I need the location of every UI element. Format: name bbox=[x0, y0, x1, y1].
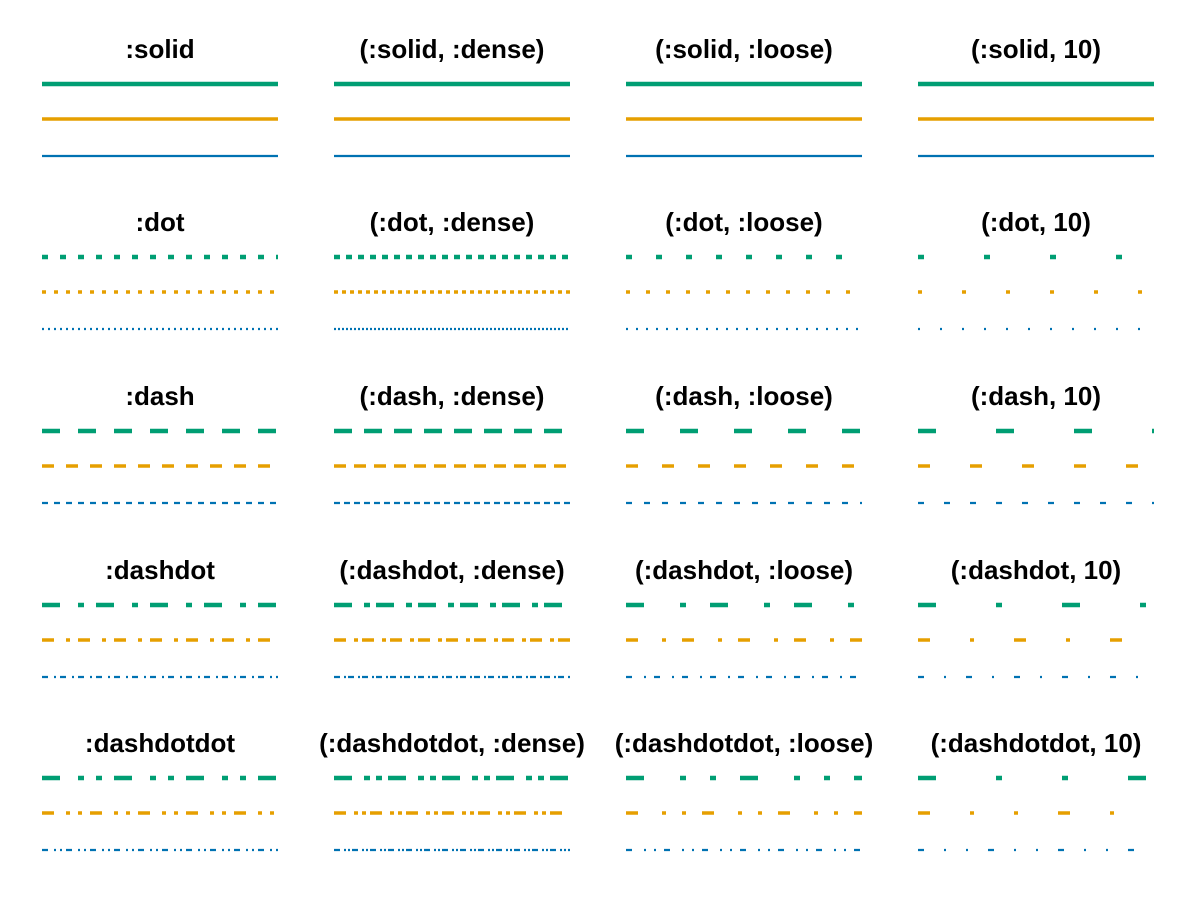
cell-title: (:dash, 10) bbox=[970, 381, 1102, 411]
linestyle-sample-group bbox=[42, 775, 278, 852]
cell-title: (:dashdot, :dense) bbox=[339, 555, 565, 585]
cell-title: :solid bbox=[125, 34, 195, 64]
linestyle-sample-group bbox=[42, 254, 278, 331]
linestyle-sample-group bbox=[918, 775, 1154, 852]
cell-title: :dash bbox=[125, 381, 195, 411]
cell-title: (:dashdot, :loose) bbox=[634, 555, 854, 585]
cell-title: (:dot, :dense) bbox=[369, 207, 535, 237]
cell-title: (:dot, :loose) bbox=[665, 207, 823, 237]
cell-title: (:dash, :dense) bbox=[359, 381, 545, 411]
cell-title: (:solid, 10) bbox=[970, 34, 1101, 64]
cell-title: :dashdotdot bbox=[84, 728, 236, 758]
linestyle-sample-group bbox=[334, 775, 570, 852]
linestyle-sample-group bbox=[334, 81, 570, 158]
cell-title: (:dashdotdot, 10) bbox=[930, 728, 1142, 758]
linestyle-sample-group bbox=[918, 81, 1154, 158]
linestyle-sample-group bbox=[918, 254, 1154, 331]
cell-title: (:dash, :loose) bbox=[655, 381, 833, 411]
linestyle-sample-group bbox=[334, 602, 570, 679]
linestyle-sample-group bbox=[626, 81, 862, 158]
linestyle-sample-group bbox=[42, 428, 278, 505]
cell-title: (:dashdot, 10) bbox=[950, 555, 1122, 585]
cell-title: (:solid, :dense) bbox=[359, 34, 545, 64]
cell-title: (:dashdotdot, :dense) bbox=[319, 728, 585, 758]
linestyle-sample-group bbox=[626, 775, 862, 852]
cell-title: :dashdot bbox=[105, 555, 215, 585]
linestyle-sample-group bbox=[334, 428, 570, 505]
linestyle-sample-group bbox=[42, 602, 278, 679]
linestyle-sample-group bbox=[918, 602, 1154, 679]
cell-title: :dot bbox=[135, 207, 185, 237]
linestyle-sample-group bbox=[626, 428, 862, 505]
cell-title: (:dot, 10) bbox=[981, 207, 1091, 237]
linestyle-sample-group bbox=[626, 602, 862, 679]
cell-title: (:dashdotdot, :loose) bbox=[614, 728, 874, 758]
linestyle-sample-group bbox=[626, 254, 862, 331]
linestyle-sample-group bbox=[42, 81, 278, 158]
linestyle-sample-group bbox=[918, 428, 1154, 505]
linestyle-sample-group bbox=[334, 254, 570, 331]
cell-title: (:solid, :loose) bbox=[655, 34, 833, 64]
